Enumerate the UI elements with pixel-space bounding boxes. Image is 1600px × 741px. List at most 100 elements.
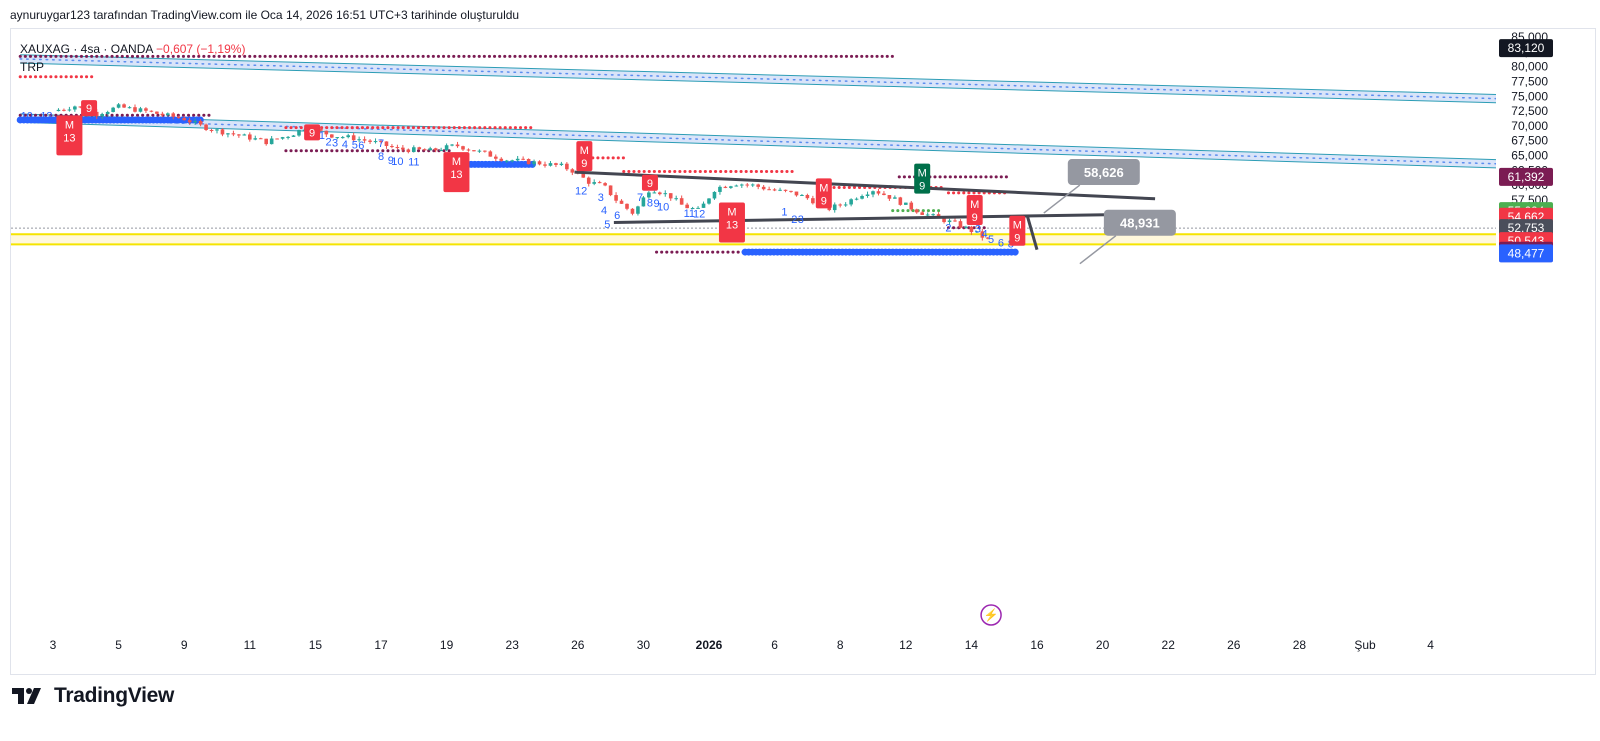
candle-body (914, 209, 919, 213)
marker-box (815, 178, 832, 209)
candle-body (373, 141, 378, 143)
candle-body (444, 145, 449, 150)
candle-body (472, 150, 476, 152)
marker-count: 13 (450, 169, 462, 181)
candle-body (964, 226, 968, 228)
candle-body (176, 116, 181, 119)
candle-body (412, 147, 416, 152)
candle-body (625, 203, 629, 209)
time-axis: 3 5 9 11 15 17 19 23 26 30 2026 6 8 12 14 16 20 22 26 28 Şub… (50, 638, 1435, 652)
count-label: 12 (40, 110, 52, 122)
marker-count: 9 (919, 181, 925, 193)
count-label: 11 (408, 157, 419, 169)
count-label: 7 (378, 138, 384, 150)
x-tick-label: 19 (440, 638, 454, 652)
sequential-marker: M9 (815, 178, 832, 209)
candle-body (264, 138, 268, 145)
price-label: 61,392 (1499, 167, 1553, 186)
support-zone (11, 234, 1496, 245)
price-label: 48,477 (1499, 244, 1553, 263)
candle-body (986, 237, 990, 239)
count-label: 3 (975, 224, 981, 236)
candle-body (871, 191, 875, 195)
marker-count: 9 (86, 103, 92, 115)
marker-box (1009, 215, 1026, 246)
candle-body (269, 138, 274, 145)
candle-body (772, 189, 777, 191)
candle-body (193, 121, 197, 123)
x-tick-label: 30 (637, 638, 651, 652)
x-tick-label: 2026 (696, 638, 723, 652)
candle-body (942, 217, 946, 223)
count-label: 4 (342, 139, 348, 151)
candle-body (439, 149, 443, 151)
marker-letter: M (452, 156, 461, 168)
candle-body (450, 144, 454, 146)
y-tick-label: 77,500 (1511, 74, 1548, 88)
indicator-label[interactable]: TRP (20, 60, 44, 74)
candle-body (100, 114, 104, 117)
marker-box (718, 202, 745, 243)
candle-body (340, 137, 345, 139)
candle-body (904, 202, 908, 205)
candle-body (499, 158, 504, 161)
candle-body (532, 161, 536, 165)
y-tick-label: 65,000 (1511, 149, 1548, 163)
tradingview-logo[interactable]: TradingView (12, 684, 174, 708)
candle-body (428, 148, 432, 151)
count-label: 10 (391, 156, 403, 168)
candle-body (658, 192, 662, 195)
candle-body (882, 193, 886, 196)
candle-body (461, 146, 465, 150)
candle-body (379, 141, 383, 143)
event-icon: ⚡ (980, 604, 1002, 626)
marker-letter: M (580, 145, 589, 157)
candle-body (674, 198, 678, 200)
symbol-title[interactable]: XAUXAG · 4sa · OANDA (20, 42, 153, 56)
candle-body (417, 147, 422, 150)
x-tick-label: 15 (309, 638, 323, 652)
candle-body (144, 108, 148, 111)
candle-body (685, 204, 689, 209)
candle-body (324, 130, 329, 135)
candle-body (319, 128, 323, 131)
marker-count: 13 (63, 132, 75, 144)
candle-body (887, 195, 892, 199)
price-label-text: 48,477 (1508, 246, 1545, 260)
candle-body (696, 207, 700, 209)
callout-box (1103, 209, 1176, 236)
chart-frame (10, 28, 1596, 675)
sequential-marker: 9 (81, 100, 98, 117)
candle-body (570, 169, 575, 173)
sequential-marker: M13 (443, 152, 470, 193)
marker-count: 9 (309, 127, 315, 139)
count-label: 5 (604, 219, 610, 231)
candle-body (504, 160, 509, 162)
x-tick-label: 11 (244, 638, 257, 652)
candle-body (187, 120, 192, 123)
count-label: 5 (988, 234, 994, 246)
y-tick-label: 75,000 (1511, 89, 1548, 103)
candle-body (488, 151, 493, 157)
count-label: 3 (798, 214, 804, 226)
price-callout: 48,931 (1079, 209, 1176, 265)
candle-body (515, 158, 520, 161)
candle-body (843, 204, 848, 206)
count-label: 12 (575, 186, 587, 198)
candle-body (483, 150, 487, 152)
trend-line (1025, 214, 1039, 251)
candle-body (805, 194, 810, 199)
sequential-marker: M9 (1009, 215, 1026, 246)
marker-box (576, 141, 593, 172)
candle-body (537, 161, 542, 165)
price-change: −0,607 (−1,19%) (156, 42, 246, 56)
candle-body (351, 135, 356, 141)
marker-count: 9 (647, 178, 653, 190)
marker-box (304, 124, 321, 141)
candle-body (931, 214, 935, 216)
count-label: 6 (614, 210, 620, 222)
candle-body (56, 109, 61, 112)
x-tick-label: 8 (837, 638, 844, 652)
candle-body (789, 190, 793, 192)
